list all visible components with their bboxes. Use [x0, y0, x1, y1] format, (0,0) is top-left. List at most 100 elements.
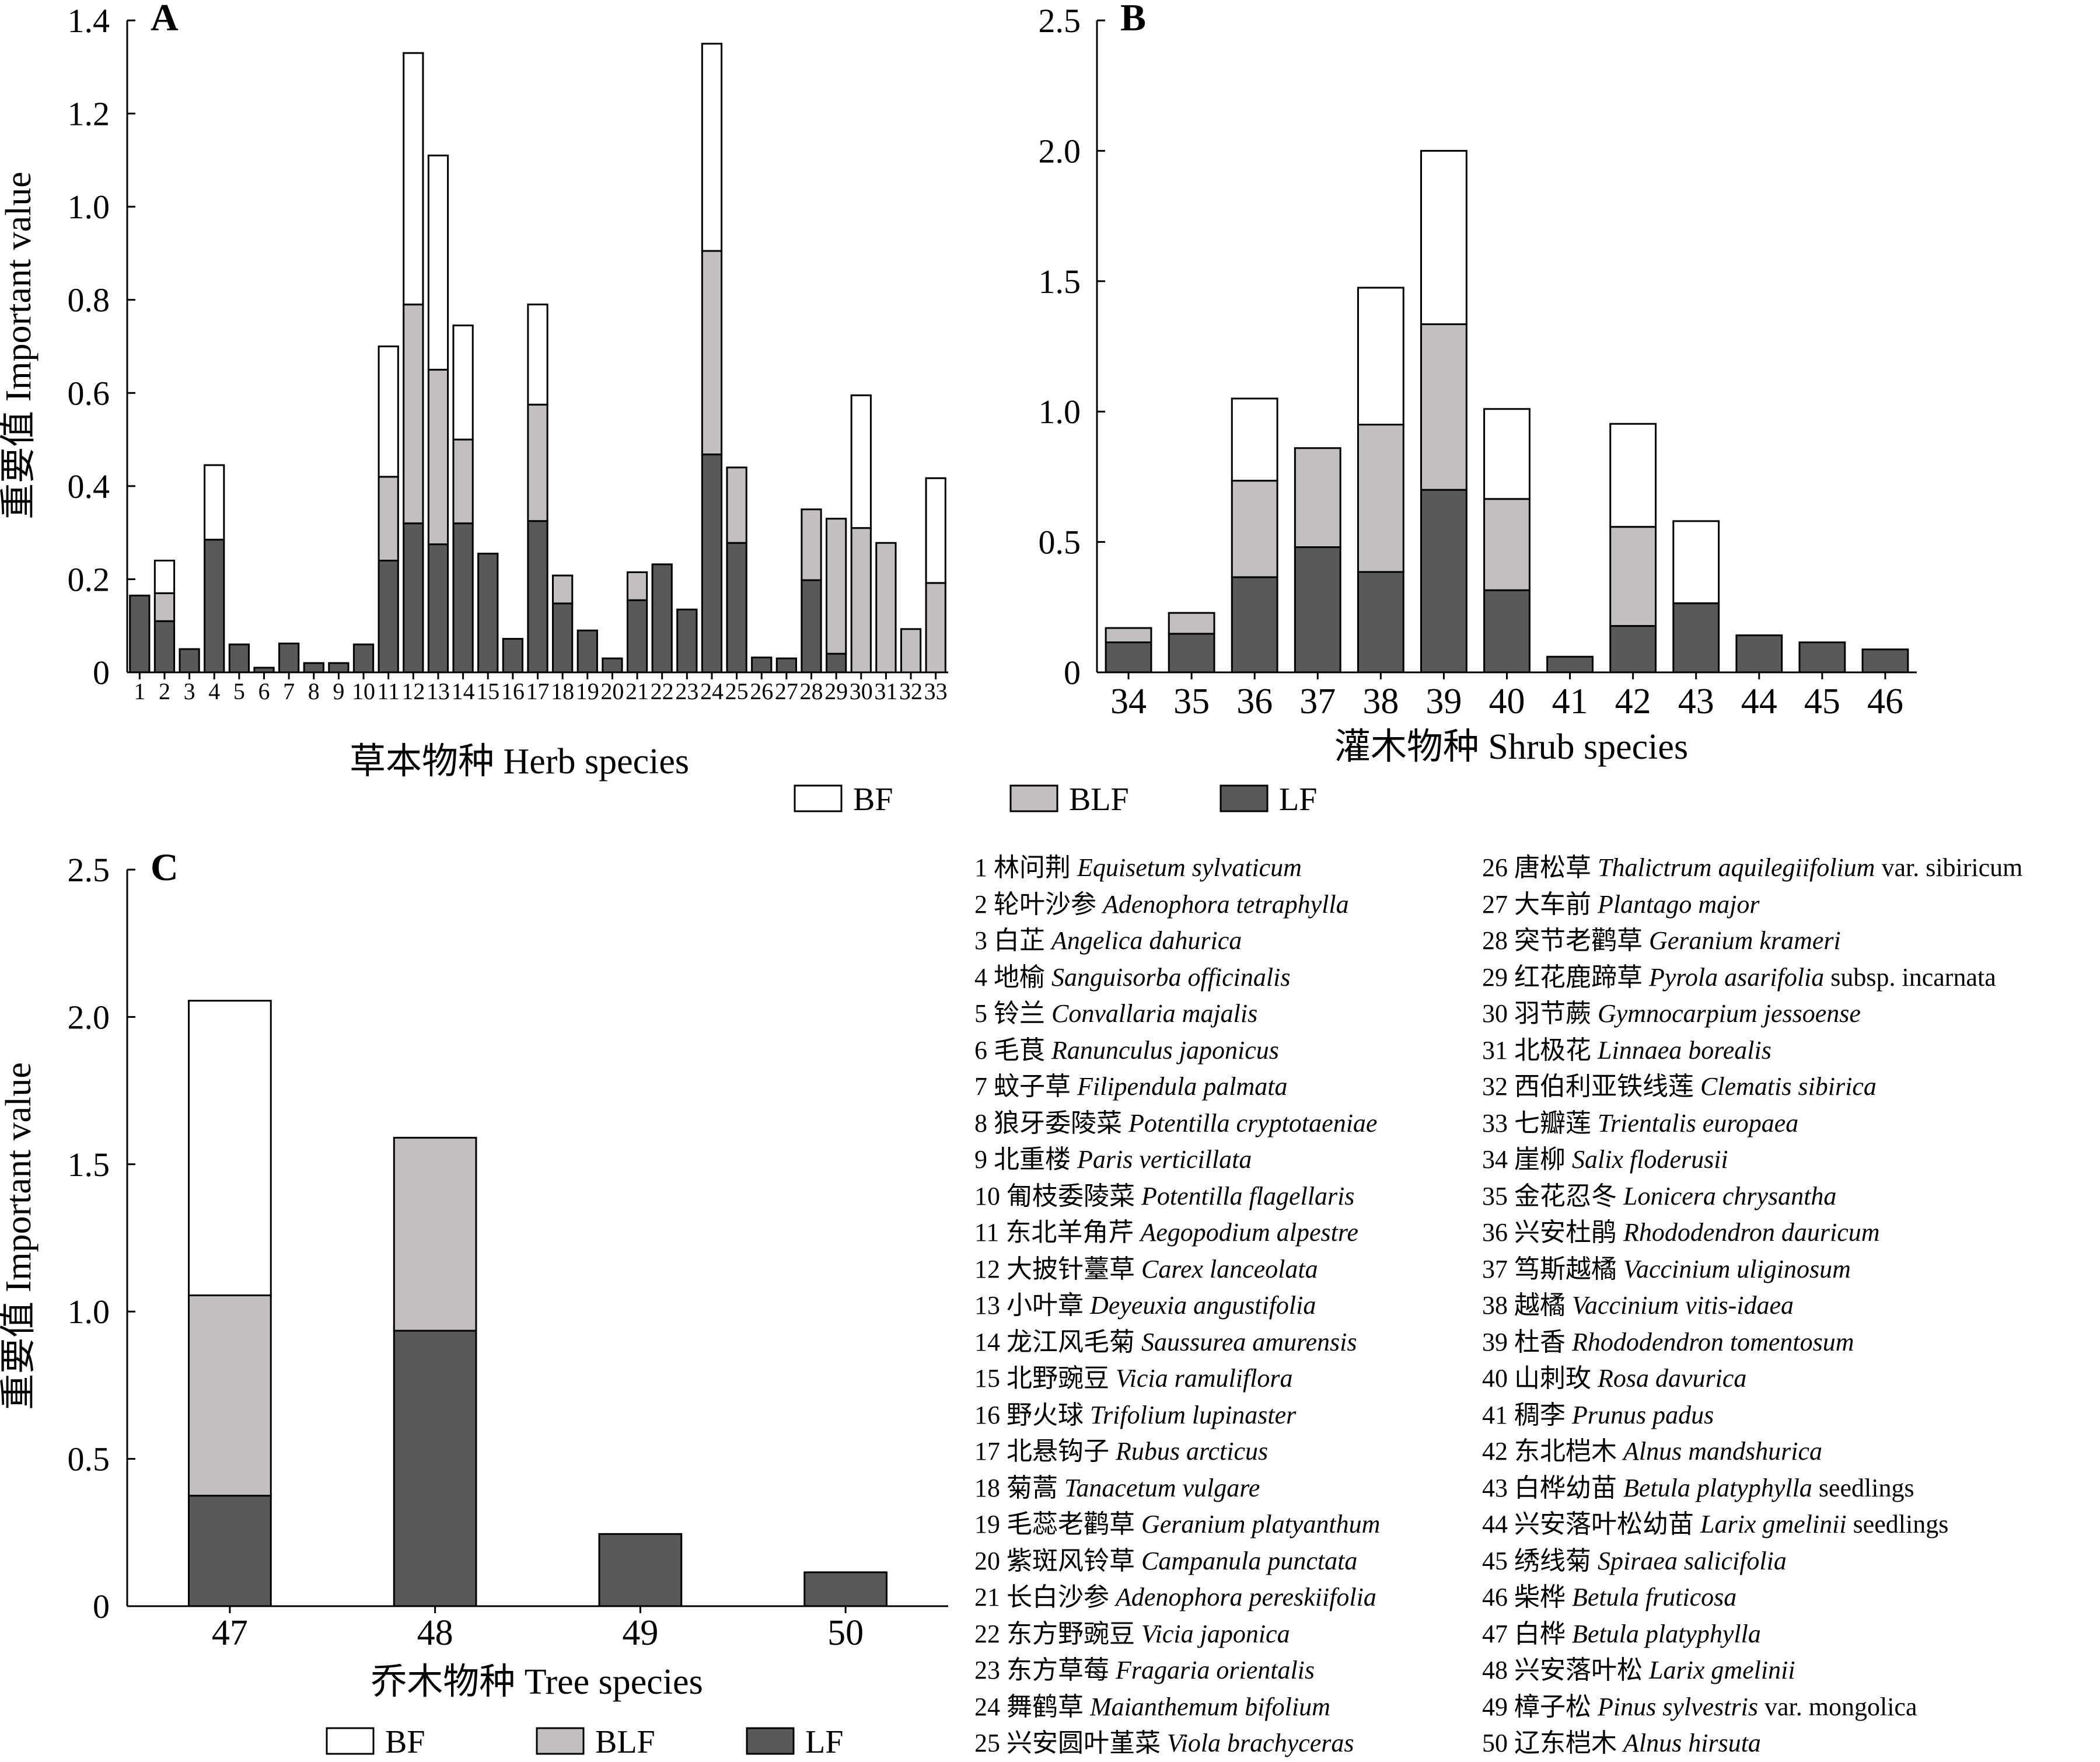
- species-number-name: 22 东方野豌豆: [974, 1619, 1141, 1648]
- x-tick-label: 35: [1173, 682, 1210, 721]
- species-latin-name: Betula platyphylla: [1572, 1619, 1761, 1648]
- species-number-name: 19 毛蕊老鹳草: [974, 1510, 1141, 1538]
- species-entry: 11 东北羊角芹 Aegopodium alpestre: [974, 1215, 1380, 1251]
- species-number-name: 18 菊蒿: [974, 1473, 1064, 1502]
- species-latin-name: Campanula punctata: [1141, 1546, 1358, 1575]
- bar-segment-lf: [153, 620, 176, 674]
- species-extra: var. mongolica: [1757, 1692, 1917, 1721]
- bar-segment-bf: [1672, 520, 1720, 605]
- species-number-name: 29 红花鹿蹄草: [1482, 962, 1649, 992]
- species-number-name: 47 白桦: [1482, 1619, 1572, 1648]
- y-tick-label: 0: [93, 654, 110, 692]
- bar-segment-blf: [452, 438, 474, 525]
- species-latin-name: Larix gmelinii: [1700, 1510, 1847, 1538]
- legend-swatch-bf: [326, 1727, 375, 1755]
- y-tick-label: 1.0: [1039, 393, 1081, 431]
- species-entry: 12 大披针薹草 Carex lanceolata: [974, 1251, 1380, 1288]
- bar-segment-lf: [393, 1330, 477, 1607]
- x-tick-label: 26: [750, 678, 773, 704]
- species-entry: 25 兴安圆叶堇菜 Viola brachyceras: [974, 1725, 1380, 1762]
- bar-segment-lf: [751, 656, 773, 674]
- species-latin-name: Fragaria orientalis: [1116, 1656, 1315, 1684]
- species-latin-name: Plantago major: [1598, 889, 1760, 919]
- x-tick-label: 31: [874, 678, 897, 704]
- y-tick-label: 2.0: [68, 998, 110, 1036]
- bar-segment-blf: [378, 476, 399, 562]
- species-number-name: 4 地榆: [974, 962, 1051, 992]
- bar-segment-lf: [527, 520, 548, 674]
- species-latin-name: Maianthemum bifolium: [1090, 1692, 1330, 1721]
- species-entry: 17 北悬钩子 Rubus arcticus: [974, 1433, 1380, 1470]
- x-tick-label: 5: [233, 678, 245, 704]
- bar-segment-blf: [527, 403, 548, 522]
- species-latin-name: Larix gmelinii: [1649, 1656, 1795, 1684]
- bar-segment-lf: [188, 1495, 272, 1607]
- species-latin-name: Vaccinium vitis-idaea: [1572, 1291, 1794, 1320]
- legend: BF BLF LF: [794, 781, 1317, 818]
- species-latin-name: Rosa davurica: [1598, 1364, 1747, 1393]
- species-latin-name: Pyrola asarifolia: [1649, 962, 1825, 992]
- x-axis-title: 灌木物种 Shrub species: [1334, 727, 1688, 767]
- species-number-name: 21 长白沙参: [974, 1583, 1116, 1611]
- legend-label: BLF: [1069, 781, 1129, 818]
- x-tick-label: 28: [800, 678, 823, 704]
- species-latin-name: Rhododendron tomentosum: [1572, 1327, 1854, 1356]
- bar-segment-lf: [1735, 634, 1783, 674]
- species-entry: 36 兴安杜鹃 Rhododendron dauricum: [1482, 1215, 2022, 1251]
- species-extra: seedlings: [1846, 1510, 1949, 1538]
- species-latin-name: Betula platyphylla: [1623, 1473, 1812, 1502]
- bar-segment-bf: [188, 1000, 272, 1296]
- bar-segment-bf: [378, 346, 399, 478]
- legend-label: BLF: [595, 1724, 655, 1758]
- bar-segment-lf: [576, 629, 598, 674]
- species-latin-name: Geranium platyanthum: [1141, 1510, 1381, 1538]
- species-entry: 22 东方野豌豆 Vicia japonica: [974, 1616, 1380, 1653]
- bar-segment-lf: [502, 638, 523, 674]
- species-number-name: 12 大披针薹草: [974, 1254, 1141, 1283]
- species-extra: var. sibiricum: [1875, 853, 2023, 882]
- x-tick-label: 21: [626, 678, 649, 704]
- species-entry: 2 轮叶沙参 Adenophora tetraphylla: [974, 887, 1380, 923]
- bar-segment-blf: [801, 508, 822, 581]
- bar-segment-blf: [1105, 627, 1152, 644]
- species-extra: seedlings: [1812, 1473, 1914, 1502]
- x-tick-label: 14: [452, 678, 475, 704]
- bar-segment-bf: [1420, 149, 1467, 326]
- species-entry: 9 北重楼 Paris verticillata: [974, 1142, 1380, 1178]
- y-tick-label: 1.5: [1039, 263, 1081, 301]
- bar-segment-lf: [626, 599, 648, 674]
- x-tick-label: 2: [159, 678, 170, 704]
- species-number-name: 26 唐松草: [1482, 853, 1598, 882]
- bar-segment-blf: [1357, 424, 1404, 573]
- x-tick-label: 22: [651, 678, 674, 704]
- x-tick-label: 37: [1299, 682, 1336, 721]
- panel-b: 0 0.5 1.0 1.5 2.0 2.5 34 35 36 37 38 39 40 41 42 43 44 45…: [1039, 0, 1917, 767]
- bar-segment-blf: [726, 466, 747, 544]
- species-number-name: 28 突节老鹳草: [1482, 926, 1649, 955]
- species-extra: subsp. incarnata: [1824, 962, 1996, 992]
- y-tick-label: 1.5: [68, 1146, 110, 1184]
- y-axis-title: 重要值 Important value: [0, 1062, 39, 1410]
- bar-segment-blf: [701, 250, 723, 456]
- species-entry: 30 羽节蕨 Gymnocarpium jessoense: [1482, 996, 2022, 1032]
- species-entry: 34 崖柳 Salix floderusii: [1482, 1142, 2022, 1178]
- bar-segment-lf: [427, 543, 449, 674]
- panel-label: C: [151, 846, 179, 889]
- species-latin-name: Deyeuxia angustifolia: [1090, 1291, 1316, 1320]
- legend-swatch-bf: [794, 784, 843, 812]
- bar-segment-lf: [651, 563, 673, 674]
- species-number-name: 40 山刺玫: [1482, 1364, 1598, 1393]
- x-tick-label: 19: [576, 678, 599, 704]
- species-entry: 14 龙江风毛菊 Saussurea amurensis: [974, 1324, 1380, 1361]
- x-tick-label: 7: [283, 678, 295, 704]
- species-latin-name: Betula fruticosa: [1572, 1583, 1737, 1611]
- legend-swatch-lf: [1220, 784, 1269, 812]
- legend-label: LF: [1279, 781, 1317, 818]
- x-tick-label: 16: [501, 678, 525, 704]
- bar-segment-lf: [278, 643, 300, 674]
- species-number-name: 30 羽节蕨: [1482, 999, 1598, 1028]
- species-entry: 43 白桦幼苗 Betula platyphylla seedlings: [1482, 1470, 2022, 1507]
- legend-swatch-blf: [536, 1727, 585, 1755]
- y-tick-label: 0.5: [1039, 524, 1081, 561]
- species-entry: 13 小叶章 Deyeuxia angustifolia: [974, 1288, 1380, 1324]
